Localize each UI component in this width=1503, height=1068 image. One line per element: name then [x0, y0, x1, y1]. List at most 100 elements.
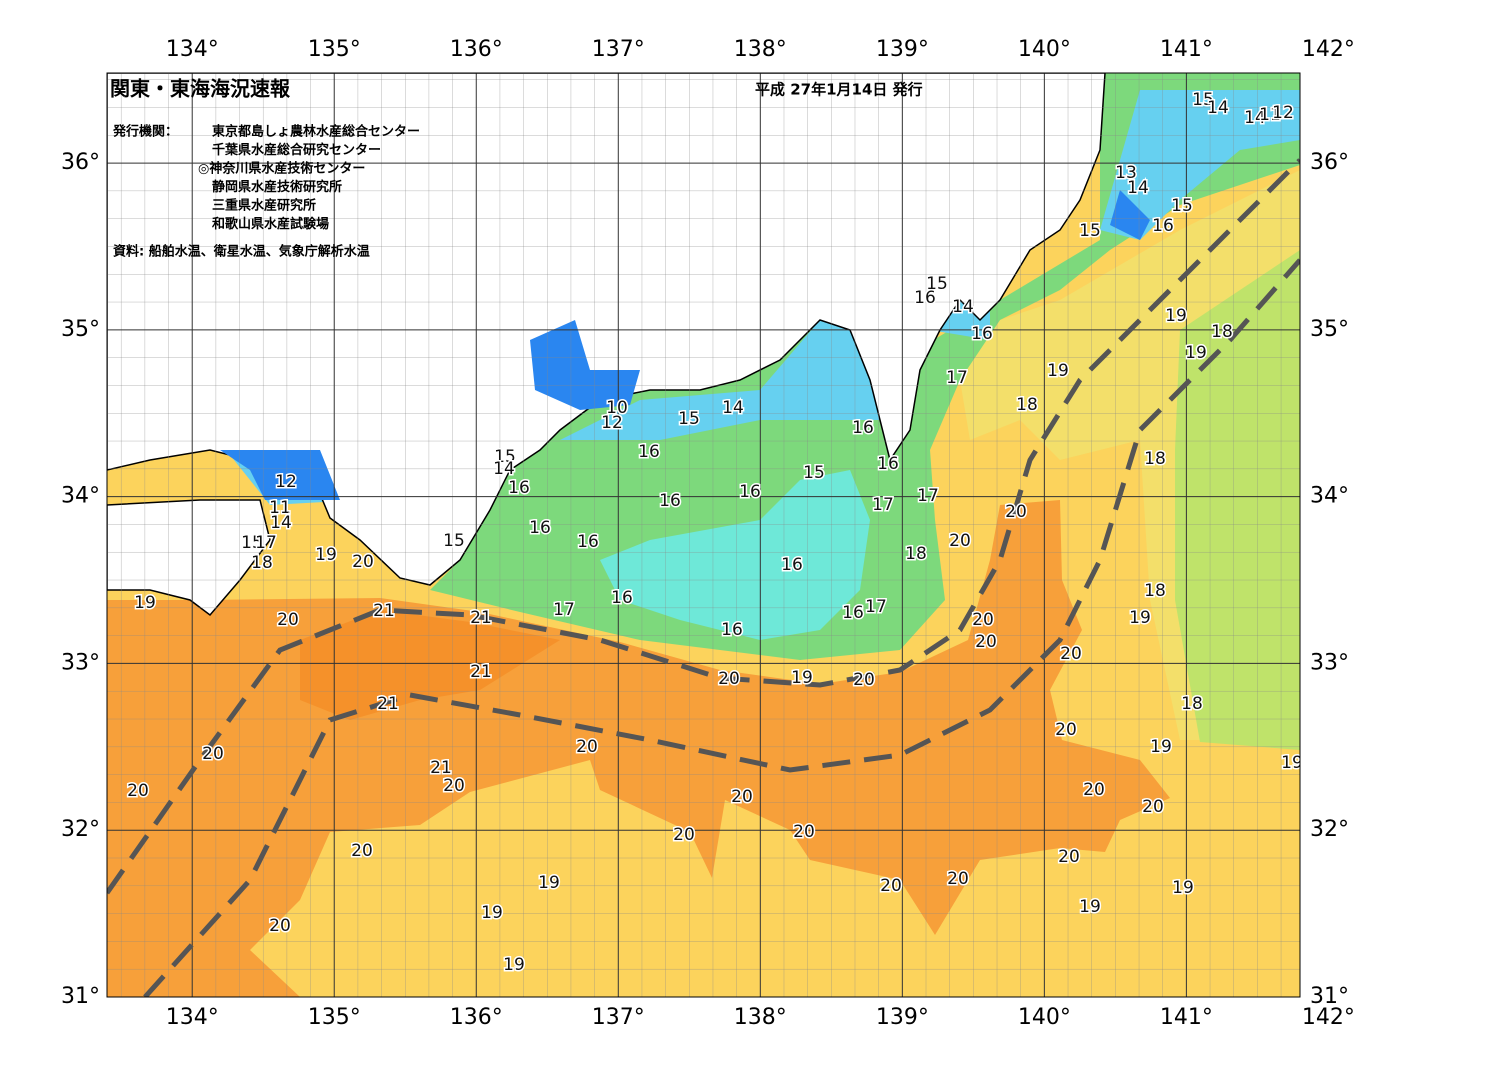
contour-label: 20 [277, 610, 299, 630]
agency: ◎神奈川県水産技術センター [198, 161, 365, 177]
lon-tick-label: 141° [1160, 1005, 1213, 1030]
contour-label: 20 [269, 916, 291, 936]
contour-label: 10 [606, 398, 628, 418]
contour-label: 20 [949, 531, 971, 551]
frame [106, 72, 1301, 998]
lon-tick-label: 140° [1018, 37, 1071, 62]
contour-label: 20 [673, 825, 695, 845]
contour-label: 11 [1259, 105, 1281, 125]
contour-label: 16 [877, 454, 899, 474]
contour-label: 14 [493, 459, 515, 479]
contour-label: 20 [352, 552, 374, 572]
contour-label: 19 [1079, 897, 1101, 917]
contour-label: 15 [241, 533, 263, 553]
contour-label: 19 [1129, 608, 1151, 628]
contour-label: 19 [1281, 753, 1303, 773]
contour-label: 20 [1083, 780, 1105, 800]
contour-label: 17 [255, 533, 277, 553]
sea-15 [600, 470, 870, 640]
lon-tick-label: 137° [592, 1005, 645, 1030]
lat-tick-label: 34° [1310, 484, 1349, 509]
contour-label: 20 [880, 876, 902, 896]
contour-label: 18 [905, 544, 927, 564]
contour-label: 16 [508, 478, 530, 498]
grid [107, 73, 1300, 997]
lon-tick-label: 134° [166, 1005, 219, 1030]
lon-tick-label: 136° [450, 1005, 503, 1030]
contour-label: 19 [1047, 361, 1069, 381]
contour-label: 16 [971, 324, 993, 344]
contour-label: 18 [1211, 322, 1233, 342]
sea-17 [1175, 250, 1300, 750]
contour-label: 15 [494, 447, 516, 467]
contour-label: 14 [1244, 108, 1266, 128]
contour-label: 18 [1181, 694, 1203, 714]
contour-label: 20 [351, 841, 373, 861]
land [107, 73, 1106, 586]
sea-21 [300, 610, 560, 720]
lon-tick-label: 135° [308, 37, 361, 62]
contour-label: 14 [952, 297, 974, 317]
agency: 千葉県水産総合研究センター [212, 142, 381, 158]
lon-tick-label: 139° [876, 37, 929, 62]
shikoku [107, 499, 271, 617]
contour-label: 20 [1058, 847, 1080, 867]
contour-label: 16 [577, 532, 599, 552]
lat-tick-label: 34° [61, 484, 100, 509]
contour-label: 20 [853, 670, 875, 690]
contour-label: 14 [722, 398, 744, 418]
contour-label: 18 [1016, 395, 1038, 415]
contour-label: 12 [1272, 103, 1294, 123]
contour-label: 16 [659, 491, 681, 511]
contour-label: 15 [1192, 90, 1214, 110]
lon-tick-label: 141° [1160, 37, 1213, 62]
contour-label: 17 [865, 597, 887, 617]
agencies-label: 発行機関： [112, 124, 178, 140]
lat-tick-label: 35° [61, 317, 100, 342]
agency: 東京都島しょ農林水産総合センター [212, 124, 420, 140]
lat-tick-label: 31° [61, 984, 100, 1009]
title: 関東・東海海況速報 [110, 77, 291, 101]
agency: 三重県水産研究所 [212, 198, 316, 214]
contour-label: 20 [1055, 720, 1077, 740]
contour-label: 15 [443, 531, 465, 551]
contour-label: 20 [972, 610, 994, 630]
lat-tick-label: 36° [61, 150, 100, 175]
issue-date: 平成 27年1月14日 発行 [755, 81, 923, 99]
contour-label: 18 [1144, 449, 1166, 469]
contour-label: 20 [947, 869, 969, 889]
lat-tick-label: 32° [61, 817, 100, 842]
contour-label: 20 [1142, 797, 1164, 817]
contour-label: 21 [377, 694, 399, 714]
contour-label: 16 [529, 518, 551, 538]
contour-label: 21 [373, 601, 395, 621]
contour-label: 19 [1172, 878, 1194, 898]
contour-label: 20 [731, 787, 753, 807]
contour-label: 14 [1207, 98, 1229, 118]
contour-label: 17 [872, 495, 894, 515]
contour-label: 14 [1127, 178, 1149, 198]
contour-label: 15 [926, 274, 948, 294]
contour-label: 15 [678, 409, 700, 429]
contour-label: 19 [134, 593, 156, 613]
lat-tick-label: 32° [1310, 817, 1349, 842]
lon-tick-label: 137° [592, 37, 645, 62]
contour-label: 20 [443, 776, 465, 796]
contour-label: 21 [470, 662, 492, 682]
contour-label: 15 [1171, 196, 1193, 216]
contour-label: 12 [601, 413, 623, 433]
lon-tick-label: 138° [734, 37, 787, 62]
contour-label: 19 [481, 903, 503, 923]
contour-label: 16 [781, 555, 803, 575]
contour-label: 16 [842, 603, 864, 623]
lat-tick-label: 33° [61, 650, 100, 675]
contour-label: 20 [793, 822, 815, 842]
agency: 和歌山県水産試験場 [212, 216, 329, 232]
contour-label: 18 [251, 553, 273, 573]
contour-label: 16 [852, 418, 874, 438]
contour-label: 19 [1165, 306, 1187, 326]
contour-label: 19 [1150, 737, 1172, 757]
contour-label: 20 [202, 744, 224, 764]
